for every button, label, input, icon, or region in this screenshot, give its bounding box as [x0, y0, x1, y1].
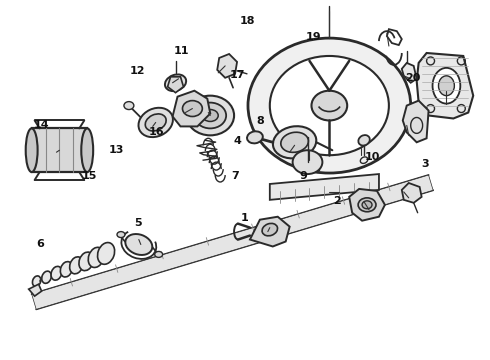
Text: 7: 7 — [231, 171, 239, 181]
Text: 6: 6 — [36, 239, 44, 249]
Text: 16: 16 — [148, 127, 164, 137]
Ellipse shape — [88, 247, 104, 267]
Ellipse shape — [155, 251, 163, 257]
Ellipse shape — [25, 129, 38, 172]
Ellipse shape — [273, 126, 316, 158]
Text: 19: 19 — [305, 32, 321, 42]
Polygon shape — [32, 129, 87, 172]
Ellipse shape — [139, 108, 173, 137]
Ellipse shape — [70, 257, 83, 274]
Polygon shape — [403, 100, 429, 142]
Ellipse shape — [281, 132, 308, 152]
Ellipse shape — [81, 129, 93, 172]
Text: 12: 12 — [129, 66, 145, 76]
Polygon shape — [172, 91, 210, 126]
Ellipse shape — [42, 271, 51, 283]
Ellipse shape — [433, 68, 460, 104]
Ellipse shape — [195, 103, 226, 129]
Ellipse shape — [293, 150, 322, 174]
Ellipse shape — [187, 96, 234, 135]
Ellipse shape — [165, 75, 186, 91]
Polygon shape — [349, 189, 385, 221]
Ellipse shape — [358, 135, 370, 145]
Polygon shape — [29, 284, 42, 296]
Text: 14: 14 — [34, 120, 49, 130]
Ellipse shape — [79, 252, 94, 271]
Text: 2: 2 — [334, 197, 341, 206]
Polygon shape — [168, 77, 183, 93]
Text: 4: 4 — [234, 136, 242, 146]
Ellipse shape — [125, 234, 152, 255]
Polygon shape — [250, 217, 290, 247]
Ellipse shape — [32, 276, 41, 287]
Ellipse shape — [202, 109, 218, 121]
Ellipse shape — [124, 102, 134, 109]
Ellipse shape — [312, 91, 347, 121]
Text: 15: 15 — [82, 171, 97, 181]
Polygon shape — [402, 63, 416, 83]
Ellipse shape — [439, 76, 454, 96]
Ellipse shape — [262, 224, 277, 236]
Polygon shape — [416, 53, 473, 118]
Text: 13: 13 — [108, 145, 124, 155]
Text: 17: 17 — [230, 69, 245, 80]
Text: 11: 11 — [174, 46, 190, 56]
Text: 1: 1 — [241, 212, 249, 222]
Polygon shape — [402, 183, 421, 203]
Text: 9: 9 — [299, 171, 307, 181]
Ellipse shape — [358, 198, 376, 212]
Ellipse shape — [247, 131, 263, 143]
Text: 5: 5 — [134, 218, 142, 228]
Ellipse shape — [98, 243, 115, 264]
Ellipse shape — [60, 262, 73, 277]
Text: 18: 18 — [240, 16, 255, 26]
Polygon shape — [32, 175, 433, 309]
Polygon shape — [270, 174, 379, 200]
Ellipse shape — [182, 100, 202, 117]
Text: 3: 3 — [421, 159, 429, 169]
Ellipse shape — [145, 114, 166, 131]
Ellipse shape — [248, 38, 411, 173]
Polygon shape — [217, 54, 237, 78]
Ellipse shape — [51, 266, 62, 280]
Ellipse shape — [362, 201, 372, 209]
Ellipse shape — [117, 231, 125, 238]
Text: 20: 20 — [405, 73, 420, 83]
Text: 8: 8 — [257, 116, 265, 126]
Ellipse shape — [270, 56, 389, 155]
Text: 10: 10 — [365, 152, 380, 162]
